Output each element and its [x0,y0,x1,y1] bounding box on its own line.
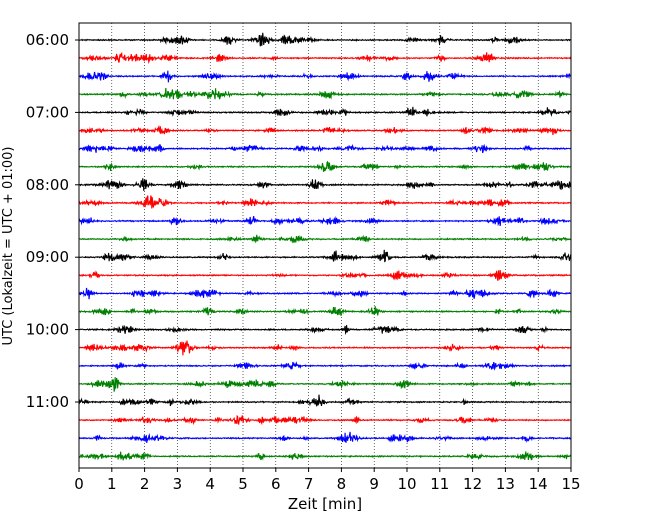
x-tick-label: 10 [397,475,416,493]
seismogram-trace [78,306,572,316]
x-tick-label: 5 [238,475,248,493]
seismogram-trace [78,143,572,154]
seismogram-trace [78,87,572,100]
seismogram-trace [78,51,572,65]
x-tick-label: 0 [74,475,84,493]
seismogram-trace [78,160,572,172]
seismogram-trace [78,451,572,461]
x-tick-label: 4 [205,475,215,493]
y-tick-label: 07:00 [26,103,69,121]
x-tick-label: 11 [430,475,449,493]
seismogram-trace [78,32,572,47]
x-tick-label: 9 [369,475,379,493]
seismogram-trace [78,234,572,244]
x-tick-label: 6 [271,475,281,493]
seismogram-trace [78,178,572,191]
grid [111,23,539,468]
y-axis: 06:00 07:00 08:00 09:00 10:00 11:00 [26,31,79,411]
seismogram-trace [78,215,572,227]
y-tick-label: 10:00 [26,321,69,339]
seismogram-trace [78,124,572,136]
x-axis-label: Zeit [min] [288,495,362,513]
x-tick-label: 14 [529,475,548,493]
x-tick-label: 8 [337,475,347,493]
seismogram-trace [78,287,572,300]
seismogram-trace [78,324,572,336]
x-tick-label: 12 [463,475,482,493]
y-tick-label: 09:00 [26,248,69,266]
x-tick-label: 15 [561,475,580,493]
x-tick-label: 13 [496,475,515,493]
y-tick-label: 11:00 [26,393,69,411]
seismogram-trace [78,106,572,118]
seismogram-trace [78,70,572,83]
plot-frame [78,22,572,469]
y-axis-label: UTC (Lokalzeit = UTC + 01:00) [1,147,16,346]
seismogram-trace [78,377,572,392]
x-axis: 0 1 2 3 4 5 6 7 8 9 10 11 12 13 14 15 [74,468,581,493]
y-tick-label: 06:00 [26,31,69,49]
seismogram-trace [78,431,572,444]
x-tick-label: 7 [304,475,314,493]
x-tick-label: 2 [140,475,150,493]
x-tick-label: 3 [173,475,183,493]
y-tick-label: 08:00 [26,176,69,194]
x-tick-label: 1 [107,475,117,493]
seismogram-trace [78,249,572,263]
seismogram-trace [78,394,572,408]
seismogram-trace [78,340,572,356]
seismogram-trace [78,270,572,281]
seismogram-trace [78,414,572,426]
seismogram-trace [78,361,572,371]
seismogram-traces [78,32,572,461]
seismogram-trace [78,195,572,209]
